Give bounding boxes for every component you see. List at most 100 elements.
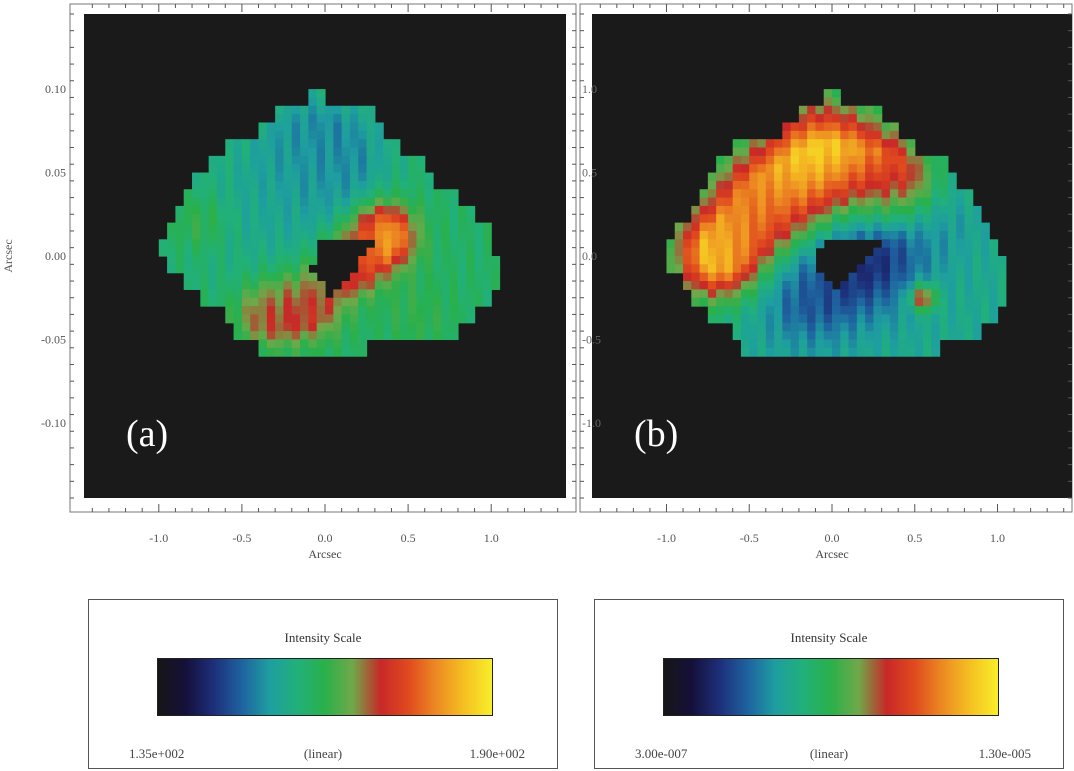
heatmap-cell: [283, 247, 293, 257]
heatmap-cell: [250, 264, 260, 274]
heatmap-cell: [333, 155, 343, 165]
heatmap-cell: [873, 230, 883, 240]
heatmap-cell: [275, 205, 285, 215]
heatmap-cell: [233, 205, 243, 215]
heatmap-cell: [956, 264, 966, 274]
heatmap-cell: [391, 172, 401, 182]
heatmap-cell: [914, 256, 924, 265]
heatmap-cell: [225, 247, 235, 257]
heatmap-cell: [740, 314, 750, 324]
heatmap-cell: [856, 164, 866, 174]
x-tick-label: 1.0: [990, 531, 1005, 545]
heatmap-cell: [300, 180, 309, 190]
heatmap-cell: [225, 314, 235, 324]
heatmap-cell: [266, 281, 276, 290]
heatmap-cell: [416, 205, 426, 215]
heatmap-cell: [832, 331, 841, 341]
heatmap-cell: [798, 222, 808, 232]
heatmap-cell: [341, 205, 351, 215]
heatmap-cell: [216, 180, 226, 190]
heatmap-cell: [798, 289, 808, 299]
heatmap-cell: [266, 205, 276, 215]
heatmap-cell: [881, 139, 891, 149]
heatmap-cell: [939, 155, 949, 165]
heatmap-cell: [300, 306, 309, 316]
heatmap-cell: [757, 172, 767, 182]
heatmap-cell: [266, 122, 276, 132]
heatmap-cell: [300, 331, 309, 341]
heatmap-cell: [790, 205, 800, 215]
heatmap-cell: [740, 197, 750, 207]
heatmap-cell: [740, 180, 750, 190]
heatmap-cell: [366, 189, 376, 199]
heatmap-cell: [848, 339, 858, 349]
heatmap-cell: [391, 139, 401, 149]
heatmap-cell: [291, 230, 301, 240]
heatmap-cell: [275, 222, 285, 232]
heatmap-cell: [374, 331, 384, 341]
heatmap-cell: [823, 331, 833, 341]
heatmap-cell: [749, 164, 759, 174]
heatmap-cell: [283, 189, 293, 199]
heatmap-cell: [774, 222, 783, 232]
y-tick-label: -1.0: [582, 416, 601, 430]
heatmap-cell: [790, 289, 800, 299]
heatmap-cell: [906, 147, 916, 157]
heatmap-cell: [300, 281, 309, 290]
heatmap-cell: [416, 256, 426, 265]
heatmap-cell: [732, 180, 742, 190]
heatmap-cell: [433, 322, 442, 332]
heatmap-cell: [707, 306, 717, 316]
heatmap-cell: [399, 256, 409, 265]
heatmap-cell: [740, 264, 750, 274]
heatmap-cell: [291, 297, 301, 307]
heatmap-cell: [964, 214, 974, 224]
heatmap-cell: [765, 272, 775, 282]
heatmap-cell: [225, 230, 235, 240]
heatmap-cell: [856, 114, 866, 124]
heatmap-cell: [341, 297, 351, 307]
heatmap-cell: [707, 297, 717, 307]
heatmap-cell: [482, 272, 492, 282]
heatmap-cell: [391, 314, 401, 324]
heatmap-cell: [807, 214, 817, 224]
heatmap-cell: [341, 147, 351, 157]
heatmap-cell: [914, 247, 924, 257]
heatmap-cell: [349, 272, 359, 282]
heatmap-cell: [358, 281, 368, 290]
heatmap-cell: [349, 205, 359, 215]
heatmap-cell: [856, 347, 866, 357]
heatmap-cell: [358, 122, 368, 132]
heatmap-cell: [349, 180, 359, 190]
heatmap-cell: [906, 197, 916, 207]
heatmap-cell: [815, 130, 825, 140]
heatmap-cell: [241, 214, 251, 224]
heatmap-cell: [881, 172, 891, 182]
heatmap-cell: [906, 214, 916, 224]
heatmap-cell: [266, 172, 276, 182]
heatmap-cell: [914, 272, 924, 282]
heatmap-cell: [333, 139, 343, 149]
heatmap-cell: [807, 272, 817, 282]
heatmap-cell: [865, 314, 874, 324]
heatmap-cell: [956, 322, 966, 332]
heatmap-cell: [782, 147, 792, 157]
heatmap-cell: [233, 264, 243, 274]
heatmap-cell: [790, 214, 800, 224]
heatmap-cell: [873, 256, 883, 265]
heatmap-cell: [939, 205, 949, 215]
heatmap-cell: [200, 239, 210, 249]
heatmap-cell: [774, 189, 783, 199]
heatmap-cell: [865, 122, 874, 132]
heatmap-cell: [491, 281, 501, 290]
heatmap-cell: [906, 247, 916, 257]
heatmap-cell: [424, 189, 434, 199]
heatmap-cell: [383, 289, 393, 299]
heatmap-cell: [881, 281, 891, 290]
heatmap-cell: [724, 214, 734, 224]
heatmap-cell: [774, 331, 783, 341]
heatmap-cell: [466, 247, 476, 257]
heatmap-cell: [341, 314, 351, 324]
heatmap-cell: [898, 205, 908, 215]
heatmap-cell: [233, 322, 243, 332]
